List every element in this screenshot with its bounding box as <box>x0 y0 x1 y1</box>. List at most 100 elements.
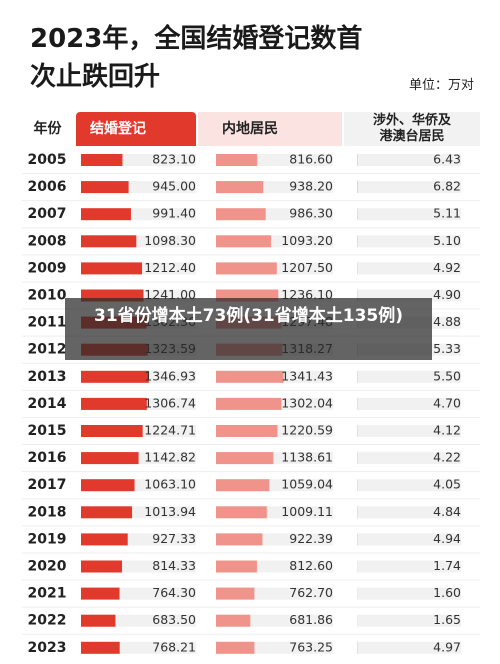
unit-label: 单位：万对 <box>408 78 474 93</box>
category-header: 年份 <box>33 121 62 137</box>
bar-track <box>357 614 461 627</box>
bar-track <box>357 506 461 519</box>
bar <box>216 641 255 654</box>
value-label: 922.39 <box>289 531 333 546</box>
y-tick-label: 2022 <box>28 613 67 629</box>
bar-track <box>357 425 461 437</box>
bar-track <box>357 587 461 600</box>
value-label: 681.86 <box>289 612 333 627</box>
value-label: 1346.93 <box>144 368 196 383</box>
y-tick-label: 2013 <box>28 369 67 385</box>
value-label: 4.92 <box>433 260 461 275</box>
bar <box>81 235 137 248</box>
value-label: 938.20 <box>289 179 333 194</box>
value-label: 1063.10 <box>144 477 196 492</box>
legend-header: 涉外、华侨及港澳台居民 <box>344 112 480 146</box>
bar <box>81 641 120 654</box>
bar <box>216 154 258 166</box>
y-tick-label: 2017 <box>28 477 67 493</box>
bar <box>81 587 120 600</box>
y-tick-label: 2009 <box>28 260 67 276</box>
value-label: 1.60 <box>433 585 461 600</box>
y-tick-label: 2020 <box>28 559 67 575</box>
value-label: 814.33 <box>152 558 196 573</box>
bar <box>81 370 149 383</box>
bar-track <box>357 452 461 465</box>
value-label: 762.70 <box>289 585 333 600</box>
value-label: 4.88 <box>433 314 461 329</box>
value-label: 986.30 <box>289 206 333 221</box>
value-label: 5.11 <box>433 206 461 221</box>
bar <box>81 614 116 627</box>
value-label: 6.43 <box>433 152 461 167</box>
value-label: 4.90 <box>433 287 461 302</box>
bar <box>216 560 257 573</box>
bar <box>216 425 278 437</box>
bar-track <box>357 370 461 383</box>
bar <box>81 506 133 519</box>
value-label: 1098.30 <box>144 233 196 248</box>
bar <box>216 533 263 546</box>
bar <box>216 262 277 275</box>
value-label: 1013.94 <box>144 504 196 519</box>
value-label: 5.10 <box>433 233 461 248</box>
bar <box>216 587 255 600</box>
y-tick-label: 2019 <box>28 531 67 547</box>
bar-track <box>357 208 461 221</box>
bar-track <box>357 533 461 546</box>
value-label: 4.94 <box>433 531 461 546</box>
bar <box>81 181 129 194</box>
value-label: 4.05 <box>433 477 461 492</box>
bar <box>216 181 264 194</box>
value-label: 812.60 <box>289 558 333 573</box>
value-label: 763.25 <box>289 639 333 654</box>
y-tick-label: 2008 <box>28 233 67 249</box>
bar-track <box>357 560 461 573</box>
y-tick-label: 2018 <box>28 504 67 520</box>
chart-title: 2023年，全国结婚登记数首次止跌回升 <box>30 24 363 92</box>
value-label: 991.40 <box>152 206 196 221</box>
value-label: 927.33 <box>152 531 196 546</box>
value-label: 1142.82 <box>144 450 196 465</box>
bar <box>216 235 272 248</box>
value-label: 945.00 <box>152 179 196 194</box>
bar <box>81 452 139 465</box>
bar <box>216 208 266 221</box>
value-label: 768.21 <box>152 639 196 654</box>
legend-header: 内地居民 <box>198 112 342 146</box>
bar <box>216 506 267 519</box>
y-tick-label: 2014 <box>28 396 67 412</box>
value-label: 1341.43 <box>281 368 333 383</box>
bar <box>216 397 282 410</box>
value-label: 1220.59 <box>281 423 333 438</box>
value-label: 1207.50 <box>281 260 333 275</box>
value-label: 1138.61 <box>281 450 333 465</box>
y-tick-label: 2005 <box>28 152 67 168</box>
bar <box>81 425 143 437</box>
legend-header: 结婚登记 <box>76 112 196 146</box>
y-tick-label: 2015 <box>28 423 67 439</box>
bar <box>81 154 123 166</box>
y-tick-label: 2016 <box>28 450 67 466</box>
value-label: 683.50 <box>152 612 196 627</box>
bar-track <box>357 235 461 248</box>
bar-track <box>357 397 461 410</box>
bar-track <box>357 262 461 275</box>
bar <box>81 479 135 492</box>
banner: 31省份增本土73例(31省增本土135例) <box>65 298 432 360</box>
value-label: 5.33 <box>433 341 461 356</box>
bar <box>81 208 131 221</box>
value-label: 1212.40 <box>144 260 196 275</box>
y-tick-label: 2010 <box>28 288 67 304</box>
value-label: 1059.04 <box>281 477 333 492</box>
bar-track <box>357 641 461 654</box>
value-label: 1009.11 <box>281 504 333 519</box>
value-label: 4.84 <box>433 504 461 519</box>
value-label: 1.65 <box>433 612 461 627</box>
value-label: 816.60 <box>289 152 333 167</box>
value-label: 4.12 <box>433 423 461 438</box>
value-label: 1302.04 <box>281 395 333 410</box>
y-tick-label: 2007 <box>28 206 67 222</box>
value-label: 4.22 <box>433 450 461 465</box>
